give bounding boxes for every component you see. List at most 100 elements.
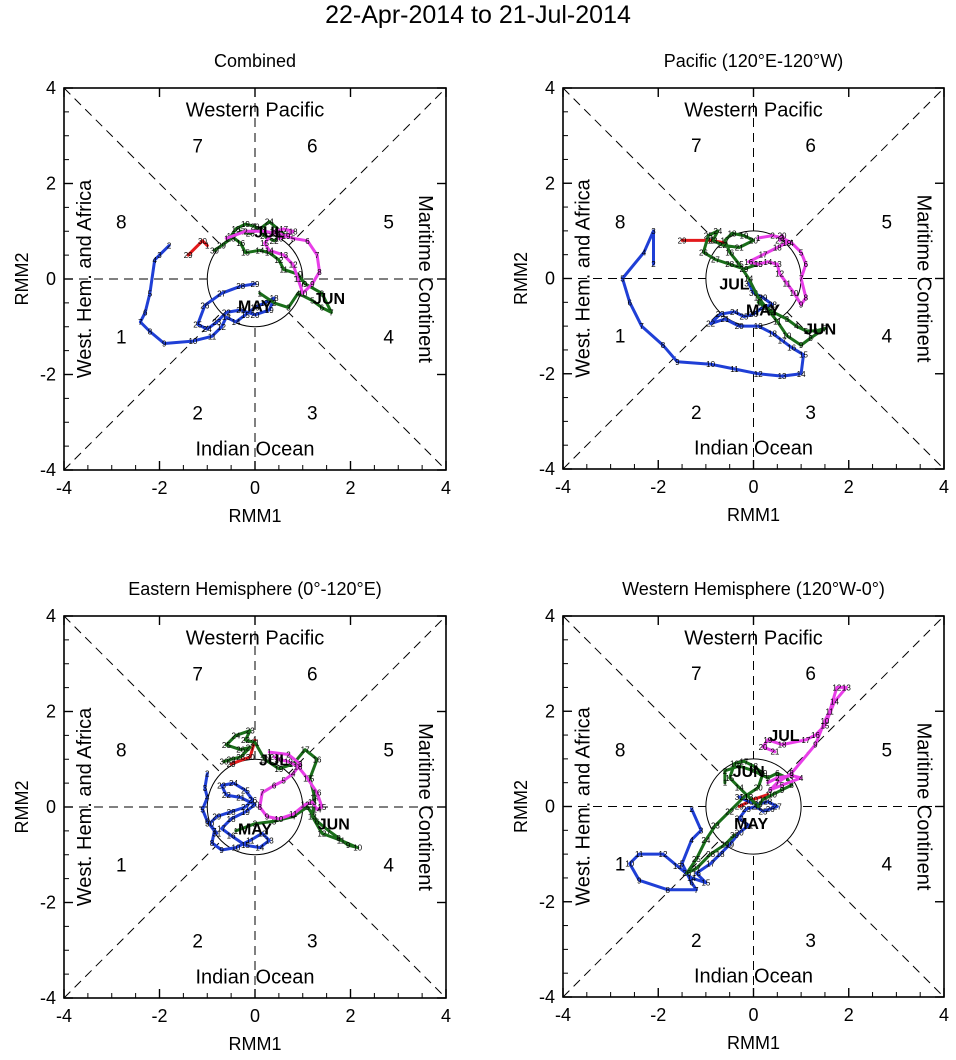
day-label: 15	[701, 879, 710, 888]
day-label: 23	[742, 805, 751, 814]
phase-number: 3	[307, 932, 318, 953]
day-label: 5	[200, 805, 205, 814]
day-label: 3	[286, 304, 291, 313]
region-label-top: Western Pacific	[186, 627, 325, 649]
day-label: 4	[751, 767, 756, 776]
day-label: 6	[305, 237, 310, 246]
day-label: 8	[804, 294, 809, 303]
month-label: JUL	[254, 224, 284, 241]
day-label: 19	[241, 808, 250, 817]
day-label: 21	[775, 236, 784, 245]
day-label: 29	[227, 760, 236, 769]
y-axis-label: RMM2	[12, 781, 32, 834]
day-label: 3	[298, 760, 303, 769]
x-tick-label: -4	[555, 1005, 571, 1025]
region-label-bottom: Indian Ocean	[694, 438, 813, 460]
day-label: 17	[260, 299, 269, 308]
day-label: 28	[763, 798, 772, 807]
day-label: 31	[735, 793, 744, 802]
day-label: 24	[701, 836, 710, 845]
y-tick-label: -2	[40, 893, 56, 913]
x-tick-label: 4	[441, 1006, 451, 1026]
day-label: 8	[336, 834, 341, 843]
day-label: 30	[205, 820, 214, 829]
region-label-bottom: Indian Ocean	[694, 966, 813, 988]
day-label: 5	[799, 248, 804, 257]
region-label-left: West. Hem. and Africa	[74, 707, 96, 906]
y-tick-label: 4	[46, 78, 56, 98]
day-label: 2	[253, 820, 258, 829]
day-label: 2	[775, 774, 780, 783]
day-label: 15	[241, 311, 250, 320]
day-label: 23	[716, 310, 725, 319]
month-label: JUN	[804, 322, 836, 339]
day-label: 1	[756, 234, 761, 243]
series-line-jun	[685, 759, 794, 875]
day-label: 19	[782, 239, 791, 248]
month-label: MAY	[734, 816, 768, 833]
day-label: 29	[217, 242, 226, 251]
day-label: 14	[830, 698, 839, 707]
day-label: 11	[759, 795, 768, 804]
day-label: 13	[778, 372, 787, 381]
series-line-jul	[258, 750, 324, 821]
day-label: 25	[692, 855, 701, 864]
day-label: 9	[219, 846, 224, 855]
day-label: 10	[706, 360, 715, 369]
day-label: 30	[749, 289, 758, 298]
day-label: 4	[799, 774, 804, 783]
day-label: 26	[246, 230, 255, 239]
day-label: 14	[231, 318, 240, 327]
day-label: 27	[246, 743, 255, 752]
y-tick-label: -4	[40, 988, 56, 1008]
day-label: 18	[294, 762, 303, 771]
month-label: JUN	[313, 291, 345, 308]
series-line-may	[628, 795, 779, 892]
day-label: 24	[265, 218, 274, 227]
day-label: 16	[227, 832, 236, 841]
day-label: 5	[310, 296, 315, 305]
x-tick-label: -4	[56, 1006, 72, 1026]
day-label: 6	[813, 327, 818, 336]
series-line-jul	[747, 234, 808, 307]
day-label: 10	[782, 332, 791, 341]
phase-number: 6	[307, 136, 318, 157]
day-label: 19	[759, 769, 768, 778]
day-label: 13	[308, 813, 317, 822]
region-label-right: Maritime Continent	[414, 195, 436, 363]
day-label: 17	[303, 774, 312, 783]
day-label: 7	[329, 308, 334, 317]
x-tick-label: -2	[151, 1006, 167, 1026]
day-label: 18	[231, 225, 240, 234]
day-label: 10	[231, 844, 240, 853]
day-label: 15	[260, 239, 269, 248]
day-label: 15	[305, 774, 314, 783]
day-label: 27	[217, 289, 226, 298]
day-label: 3	[651, 227, 656, 236]
day-label: 27	[241, 803, 250, 812]
series-line-jun	[222, 729, 360, 850]
day-label: 3	[203, 784, 208, 793]
day-label: 10	[188, 337, 197, 346]
region-label-left: West. Hem. and Africa	[573, 178, 595, 377]
day-label: 4	[277, 230, 282, 239]
day-label: 18	[749, 762, 758, 771]
day-label: 29	[678, 236, 687, 245]
day-label: 30	[198, 237, 207, 246]
day-label: 28	[768, 301, 777, 310]
day-label: 2	[651, 260, 656, 269]
day-label: 13	[773, 260, 782, 269]
day-label: 13	[279, 251, 288, 260]
day-label: 11	[337, 836, 346, 845]
day-label: 29	[735, 803, 744, 812]
month-label: MAY	[238, 821, 272, 838]
day-label: 11	[826, 707, 835, 716]
phase-number: 8	[116, 213, 127, 234]
day-label: 3	[272, 817, 277, 826]
day-label: 10	[625, 860, 634, 869]
day-label: 15	[725, 774, 734, 783]
day-label: 30	[210, 246, 219, 255]
day-label: 5	[680, 860, 685, 869]
day-label: 13	[842, 683, 851, 692]
day-label: 1	[766, 791, 771, 800]
